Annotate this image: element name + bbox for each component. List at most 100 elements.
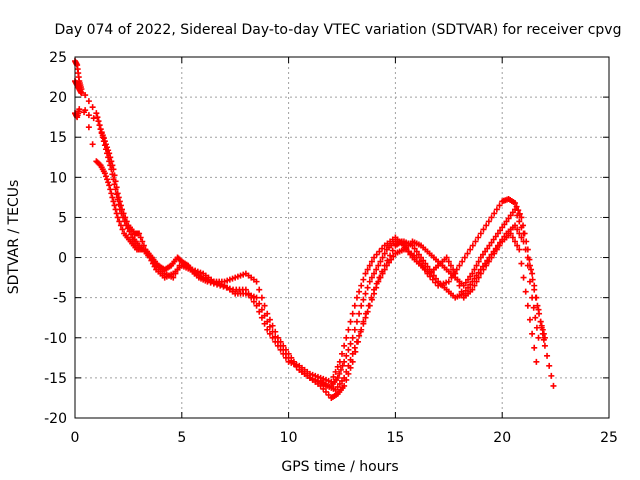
data-point	[475, 269, 482, 276]
data-point	[117, 222, 124, 229]
y-tick-label: 10	[49, 170, 67, 186]
data-point	[385, 259, 392, 266]
data-point	[443, 254, 450, 261]
data-point	[121, 218, 128, 225]
data-point	[148, 256, 155, 263]
data-point	[413, 248, 420, 255]
data-point	[540, 336, 547, 343]
data-point	[349, 350, 356, 357]
data-point	[496, 202, 503, 209]
data-point	[351, 302, 358, 309]
data-point	[109, 171, 116, 178]
data-point	[484, 257, 491, 264]
data-point	[479, 251, 486, 258]
data-point	[407, 251, 414, 258]
data-point	[480, 226, 487, 233]
data-marks	[72, 58, 557, 401]
data-point	[356, 310, 363, 317]
data-point	[526, 262, 533, 269]
data-point	[507, 212, 514, 219]
data-point	[472, 238, 479, 245]
data-point	[358, 282, 365, 289]
data-point	[360, 296, 367, 303]
data-point	[113, 191, 120, 198]
data-point	[366, 278, 373, 285]
data-point	[493, 246, 500, 253]
data-point	[118, 210, 125, 217]
data-point	[524, 254, 531, 261]
data-point	[375, 262, 382, 269]
data-point	[418, 254, 425, 261]
data-point	[488, 239, 495, 246]
data-point	[464, 250, 471, 257]
data-point	[172, 270, 179, 277]
plot-frame	[74, 56, 610, 419]
data-point	[353, 338, 360, 345]
data-point	[424, 263, 431, 270]
data-point	[383, 262, 390, 269]
y-tick-label: 5	[58, 210, 67, 226]
data-point	[339, 350, 345, 357]
data-point	[101, 142, 108, 149]
data-point	[82, 92, 89, 99]
data-point	[339, 362, 346, 369]
data-point	[475, 234, 482, 241]
data-point	[492, 245, 499, 252]
data-point	[516, 246, 523, 253]
data-point	[445, 278, 452, 285]
data-point	[430, 272, 437, 279]
data-point	[111, 181, 118, 188]
data-point	[533, 294, 540, 301]
data-point	[381, 266, 388, 273]
data-point	[266, 323, 273, 330]
data-point	[78, 90, 85, 97]
data-point	[526, 278, 533, 285]
data-point	[491, 210, 498, 217]
data-point	[501, 221, 508, 228]
y-tick-label: 0	[58, 251, 67, 267]
data-point	[343, 368, 350, 375]
data-point	[282, 350, 289, 357]
data-point	[548, 372, 555, 379]
data-point	[258, 306, 265, 313]
data-point	[360, 276, 367, 283]
data-point	[375, 278, 382, 285]
data-point	[516, 230, 523, 237]
data-point	[503, 218, 510, 225]
data-point	[467, 281, 474, 288]
data-point	[381, 250, 388, 257]
data-point	[341, 374, 348, 381]
data-point	[387, 252, 394, 259]
data-point	[106, 182, 113, 189]
data-point	[479, 263, 486, 270]
data-point	[471, 266, 478, 273]
data-point	[379, 270, 386, 277]
data-point	[343, 334, 350, 341]
data-point	[364, 284, 371, 291]
data-point	[174, 266, 181, 273]
data-point	[477, 230, 484, 237]
data-point	[139, 238, 146, 245]
data-point	[90, 115, 97, 122]
data-point	[95, 118, 102, 125]
data-point	[97, 126, 104, 133]
data-point	[102, 141, 109, 148]
data-point	[364, 266, 371, 273]
data-point	[85, 98, 92, 105]
data-point	[137, 234, 144, 241]
data-point	[101, 170, 108, 177]
data-point	[115, 201, 122, 208]
data-point	[126, 228, 133, 235]
data-point	[494, 230, 501, 237]
data-point	[530, 304, 537, 311]
data-point	[460, 290, 467, 297]
data-point	[531, 344, 538, 351]
data-point	[334, 383, 341, 390]
data-point	[546, 362, 553, 369]
data-point	[330, 373, 337, 380]
data-point	[538, 324, 545, 331]
y-tick-label: -5	[53, 291, 67, 307]
data-point	[253, 278, 260, 285]
data-point	[364, 308, 371, 315]
data-point	[534, 302, 541, 309]
